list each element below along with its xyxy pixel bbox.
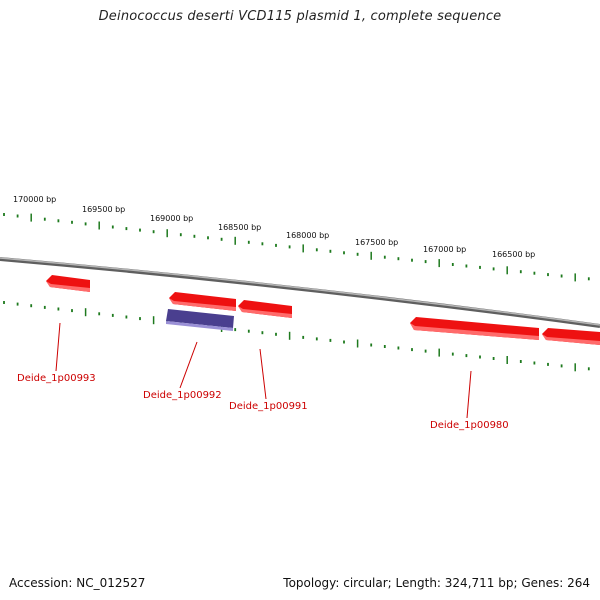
gene-label-deide-1p00992: Deide_1p00992 xyxy=(143,390,222,401)
map-title: Deinococcus deserti VCD115 plasmid 1, co… xyxy=(98,9,502,24)
gene-labels: Deide_1p00993 Deide_1p00992 Deide_1p0099… xyxy=(17,373,509,431)
outer-scale-ticks xyxy=(3,213,590,282)
tick-label: 169500 bp xyxy=(82,205,125,214)
gene-deide-1p00993[interactable] xyxy=(46,275,90,292)
tick-label: 167500 bp xyxy=(355,238,398,247)
gene-deide-1p00980[interactable] xyxy=(410,317,539,340)
tick-label: 168500 bp xyxy=(218,223,261,232)
accession-text: Accession: NC_012527 xyxy=(9,576,146,590)
tick-label: 167000 bp xyxy=(423,245,466,254)
tick-label: 166500 bp xyxy=(492,250,535,259)
tick-label: 168000 bp xyxy=(286,231,329,240)
leader-deide-1p00993 xyxy=(55,322,61,372)
summary-text: Topology: circular; Length: 324,711 bp; … xyxy=(283,576,590,590)
gene-label-deide-1p00993: Deide_1p00993 xyxy=(17,373,96,384)
right-edge-gene[interactable] xyxy=(542,328,600,345)
gene-label-deide-1p00991: Deide_1p00991 xyxy=(229,401,308,412)
blue-feature[interactable] xyxy=(166,309,234,331)
gene-features xyxy=(46,275,600,345)
plasmid-backbone-highlight xyxy=(0,257,600,326)
tick-label: 170000 bp xyxy=(13,195,56,204)
leader-deide-1p00991 xyxy=(259,348,267,400)
tick-label: 169000 bp xyxy=(150,214,193,223)
leader-deide-1p00992 xyxy=(179,341,198,389)
gene-label-deide-1p00980: Deide_1p00980 xyxy=(430,420,509,431)
gene-deide-1p00991[interactable] xyxy=(238,300,292,318)
gene-deide-1p00992[interactable] xyxy=(169,292,236,311)
leader-deide-1p00980 xyxy=(466,370,472,419)
plasmid-backbone xyxy=(0,257,600,328)
gene-label-leaders xyxy=(55,322,472,419)
scale-tick-labels: 170000 bp 169500 bp 169000 bp 168500 bp 1680… xyxy=(13,195,535,259)
